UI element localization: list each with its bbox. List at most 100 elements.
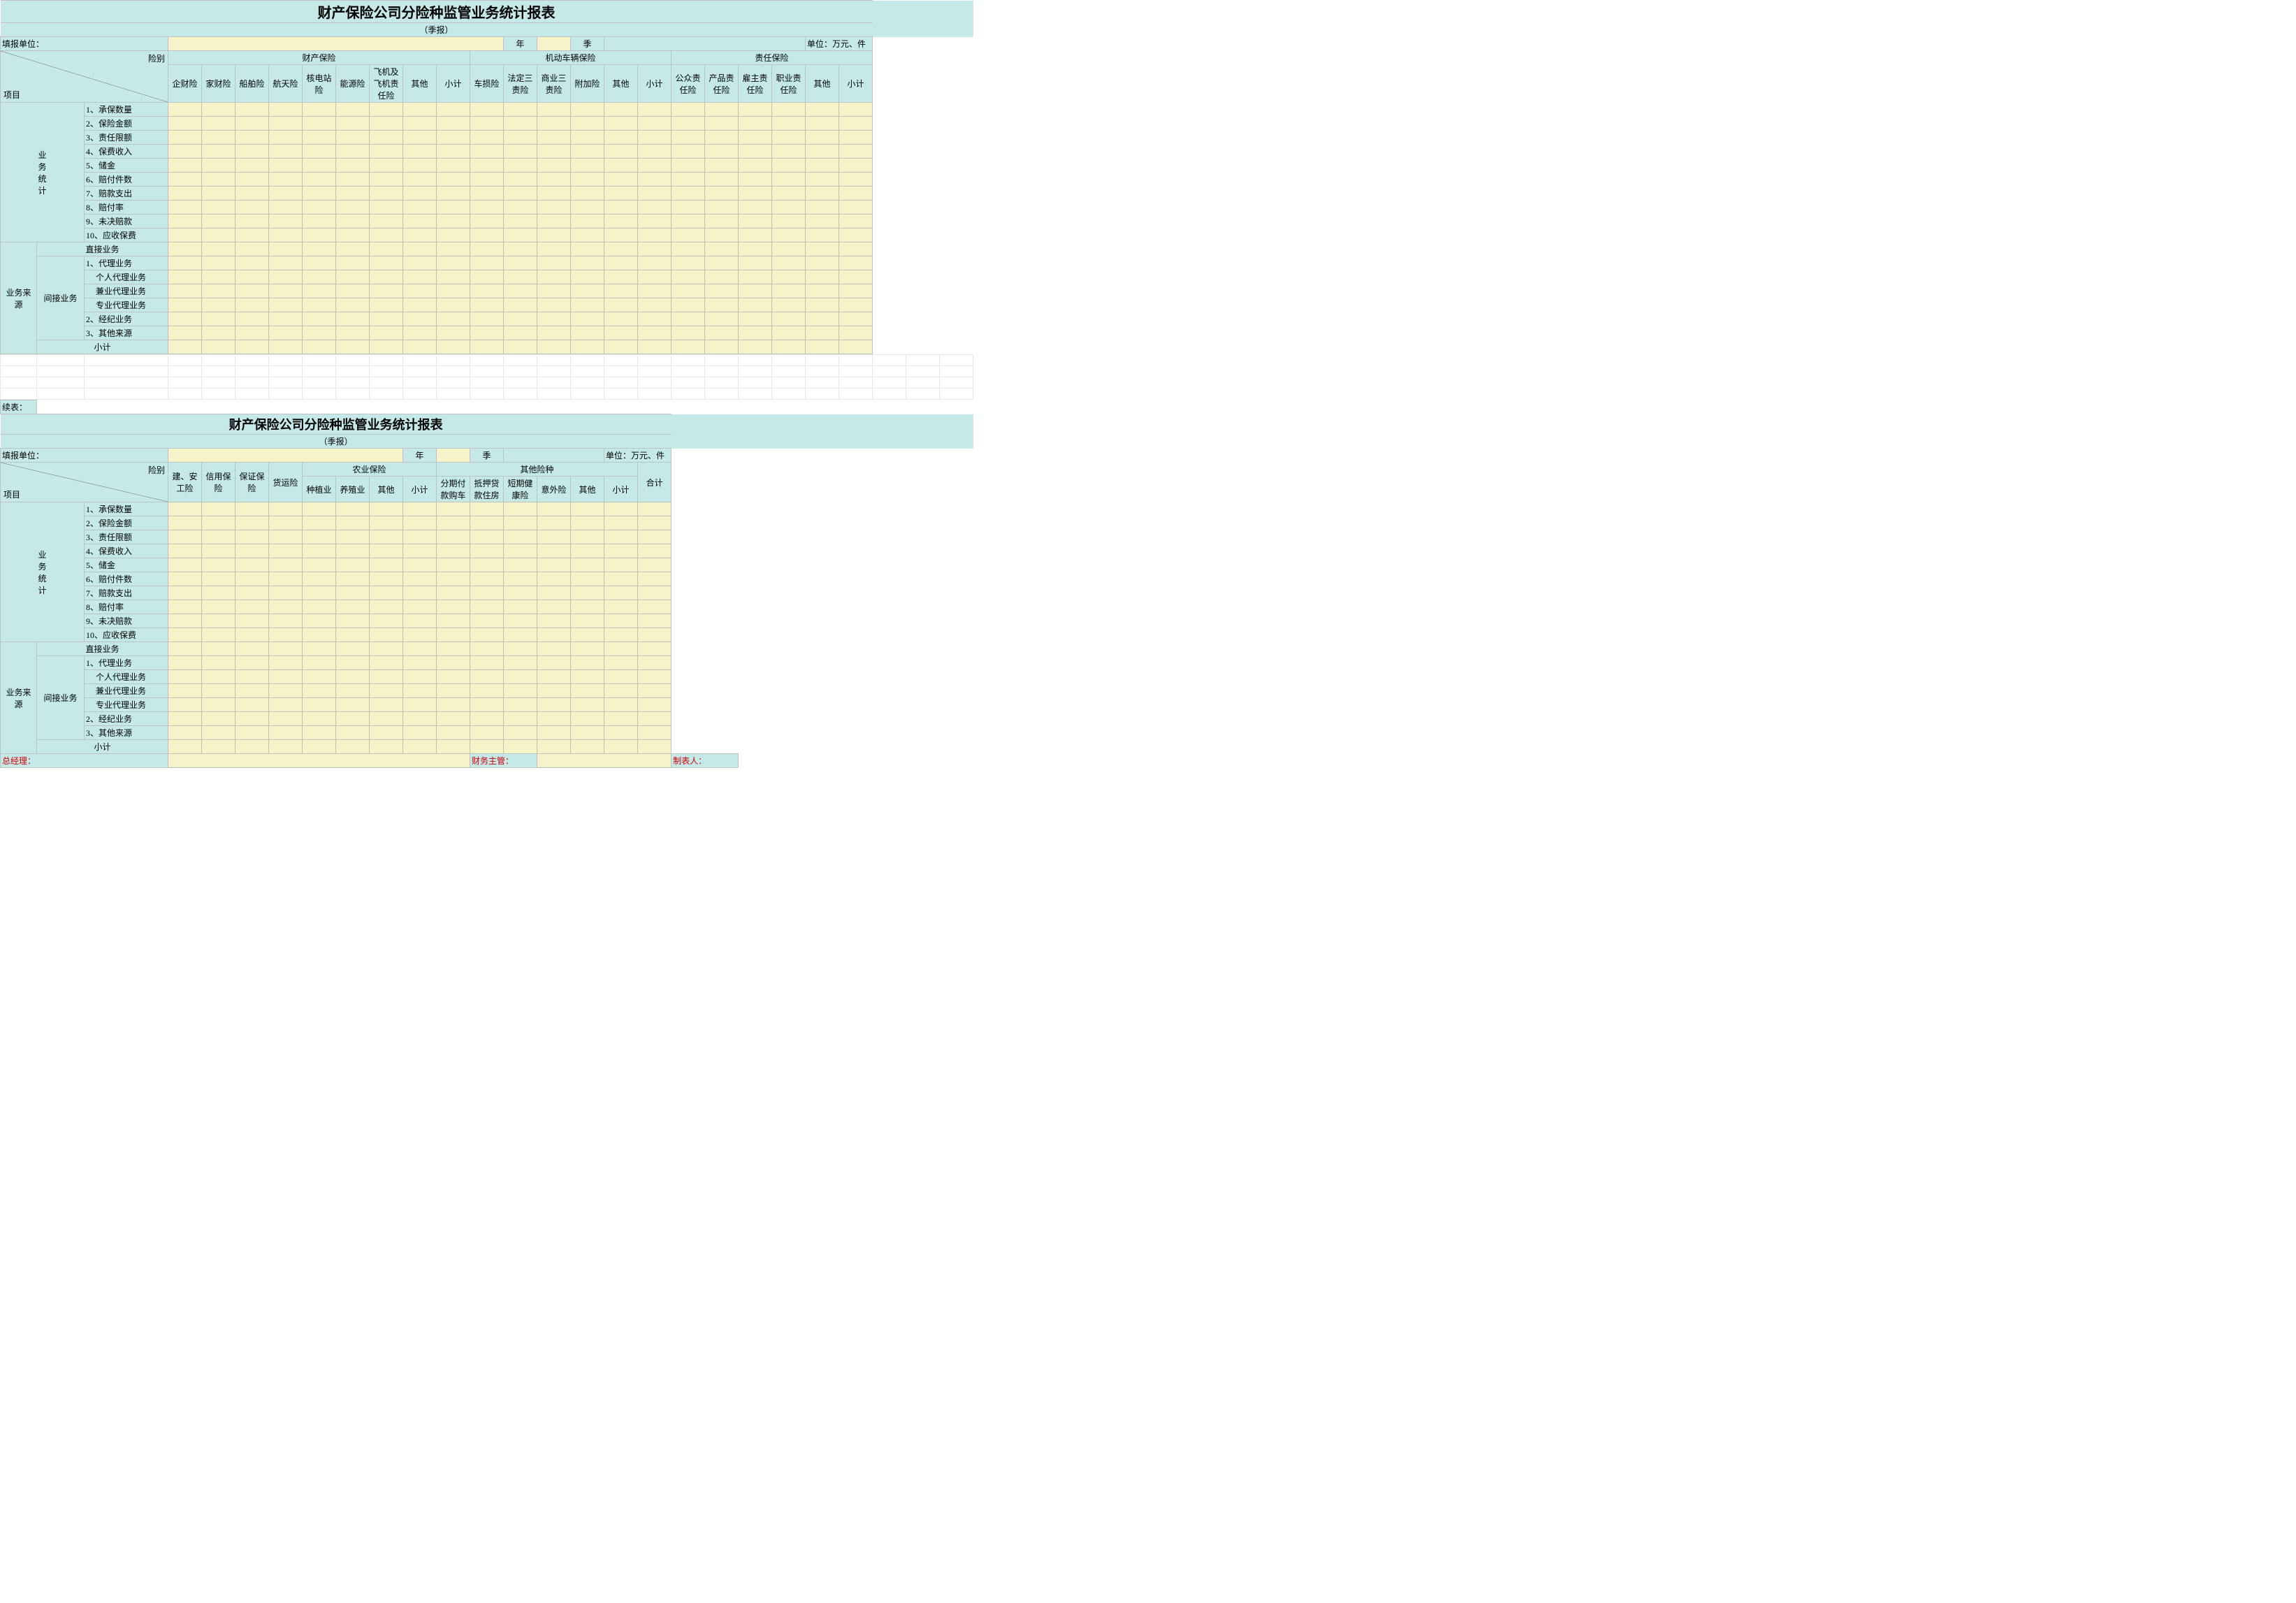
data-cell[interactable] (168, 145, 202, 159)
data-cell[interactable] (470, 284, 504, 298)
data-cell[interactable] (235, 628, 269, 642)
data-cell[interactable] (604, 558, 638, 572)
data-cell[interactable] (370, 159, 403, 173)
data-cell[interactable] (571, 600, 604, 614)
data-cell[interactable] (370, 600, 403, 614)
data-cell[interactable] (303, 698, 336, 712)
data-cell[interactable] (705, 187, 739, 201)
data-cell[interactable] (537, 326, 571, 340)
data-cell[interactable] (370, 145, 403, 159)
data-cell[interactable] (202, 145, 235, 159)
data-cell[interactable] (437, 229, 470, 242)
data-cell[interactable] (269, 187, 303, 201)
data-cell[interactable] (470, 117, 504, 131)
data-cell[interactable] (202, 103, 235, 117)
data-cell[interactable] (269, 656, 303, 670)
data-cell[interactable] (537, 298, 571, 312)
data-cell[interactable] (705, 256, 739, 270)
data-cell[interactable] (571, 270, 604, 284)
manager-input[interactable] (168, 754, 470, 768)
data-cell[interactable] (671, 256, 705, 270)
data-cell[interactable] (269, 670, 303, 684)
data-cell[interactable] (336, 572, 370, 586)
data-cell[interactable] (168, 670, 202, 684)
data-cell[interactable] (336, 103, 370, 117)
data-cell[interactable] (537, 558, 571, 572)
data-cell[interactable] (336, 173, 370, 187)
data-cell[interactable] (537, 516, 571, 530)
data-cell[interactable] (303, 740, 336, 754)
data-cell[interactable] (370, 284, 403, 298)
data-cell[interactable] (336, 698, 370, 712)
data-cell[interactable] (437, 103, 470, 117)
data-cell[interactable] (571, 684, 604, 698)
data-cell[interactable] (705, 284, 739, 298)
data-cell[interactable] (202, 173, 235, 187)
data-cell[interactable] (403, 628, 437, 642)
data-cell[interactable] (336, 642, 370, 656)
data-cell[interactable] (638, 284, 671, 298)
data-cell[interactable] (638, 173, 671, 187)
data-cell[interactable] (370, 726, 403, 740)
data-cell[interactable] (235, 670, 269, 684)
data-cell[interactable] (470, 614, 504, 628)
data-cell[interactable] (168, 600, 202, 614)
data-cell[interactable] (403, 600, 437, 614)
data-cell[interactable] (437, 340, 470, 354)
data-cell[interactable] (269, 516, 303, 530)
data-cell[interactable] (437, 256, 470, 270)
data-cell[interactable] (202, 340, 235, 354)
data-cell[interactable] (571, 698, 604, 712)
data-cell[interactable] (403, 712, 437, 726)
data-cell[interactable] (336, 544, 370, 558)
data-cell[interactable] (437, 242, 470, 256)
data-cell[interactable] (269, 159, 303, 173)
data-cell[interactable] (571, 530, 604, 544)
data-cell[interactable] (772, 270, 806, 284)
data-cell[interactable] (303, 628, 336, 642)
data-cell[interactable] (705, 312, 739, 326)
data-cell[interactable] (537, 586, 571, 600)
data-cell[interactable] (638, 670, 671, 684)
data-cell[interactable] (772, 145, 806, 159)
data-cell[interactable] (269, 242, 303, 256)
data-cell[interactable] (437, 145, 470, 159)
data-cell[interactable] (604, 131, 638, 145)
data-cell[interactable] (235, 614, 269, 628)
data-cell[interactable] (202, 117, 235, 131)
data-cell[interactable] (470, 516, 504, 530)
data-cell[interactable] (202, 131, 235, 145)
data-cell[interactable] (470, 558, 504, 572)
data-cell[interactable] (537, 256, 571, 270)
data-cell[interactable] (403, 614, 437, 628)
data-cell[interactable] (168, 586, 202, 600)
data-cell[interactable] (537, 270, 571, 284)
data-cell[interactable] (839, 201, 873, 215)
data-cell[interactable] (504, 698, 537, 712)
data-cell[interactable] (604, 229, 638, 242)
data-cell[interactable] (671, 326, 705, 340)
data-cell[interactable] (168, 256, 202, 270)
data-cell[interactable] (537, 187, 571, 201)
data-cell[interactable] (504, 242, 537, 256)
data-cell[interactable] (671, 145, 705, 159)
data-cell[interactable] (470, 103, 504, 117)
data-cell[interactable] (470, 187, 504, 201)
data-cell[interactable] (235, 530, 269, 544)
data-cell[interactable] (604, 740, 638, 754)
data-cell[interactable] (370, 502, 403, 516)
data-cell[interactable] (806, 117, 839, 131)
data-cell[interactable] (604, 656, 638, 670)
data-cell[interactable] (168, 558, 202, 572)
data-cell[interactable] (303, 340, 336, 354)
data-cell[interactable] (571, 502, 604, 516)
data-cell[interactable] (504, 326, 537, 340)
data-cell[interactable] (403, 270, 437, 284)
data-cell[interactable] (537, 698, 571, 712)
data-cell[interactable] (806, 284, 839, 298)
data-cell[interactable] (537, 117, 571, 131)
data-cell[interactable] (303, 173, 336, 187)
data-cell[interactable] (235, 131, 269, 145)
data-cell[interactable] (470, 502, 504, 516)
data-cell[interactable] (571, 614, 604, 628)
